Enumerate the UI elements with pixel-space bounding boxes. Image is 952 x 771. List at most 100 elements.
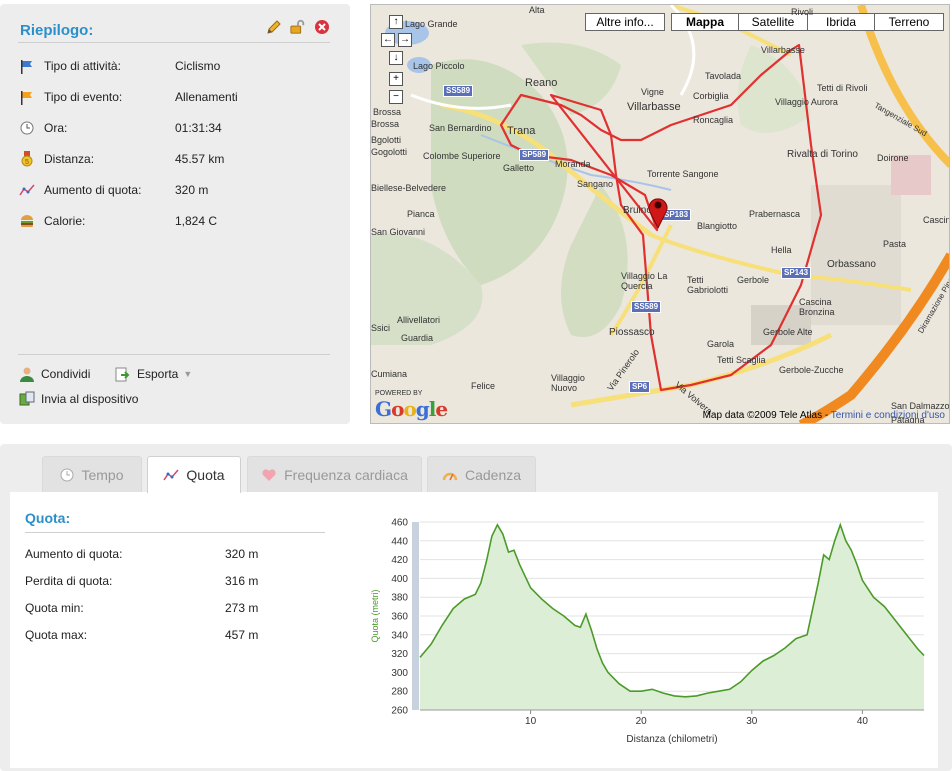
map-place-label: Alta — [529, 5, 545, 15]
share-user-icon — [18, 366, 36, 382]
quota-row-min: Quota min: 273 m — [25, 601, 325, 615]
stat-calories: Calorie: 1,824 C — [18, 211, 338, 231]
heart-icon — [261, 468, 277, 482]
elevation-chart[interactable]: 260 280 300 320 340 360 380 400 420 440 460 10 20 30 4… — [362, 514, 932, 759]
pan-left-button[interactable]: ← — [381, 33, 395, 47]
map-place-label: Sangano — [577, 179, 614, 189]
y-tick-label: 360 — [391, 612, 408, 623]
tab-cadence[interactable]: Cadenza — [427, 456, 536, 492]
map-type-terrain[interactable]: Terreno — [874, 13, 944, 31]
actions-divider — [18, 354, 330, 355]
delete-icon[interactable] — [314, 19, 330, 35]
elevation-line — [419, 522, 925, 698]
y-axis-strip — [412, 522, 419, 710]
map-place-label: Gogolotti — [371, 147, 408, 157]
quota-title: Quota: — [25, 510, 71, 526]
export-button[interactable]: Esporta ▼ — [114, 366, 192, 382]
quota-label: Quota min: — [25, 601, 84, 615]
quota-divider — [25, 532, 325, 533]
summary-title: Riepilogo: — [20, 22, 94, 39]
map-place-label: Tetti Scaglia — [717, 355, 766, 365]
map-type-hybrid[interactable]: Ibrida — [807, 13, 875, 31]
map-place-label: Brossa — [371, 119, 400, 129]
map-place-label: Piossasco — [609, 327, 655, 338]
route-map[interactable]: ↑ ← → ↓ + − Altre info... Mappa Satellit… — [370, 4, 950, 424]
map-place-label: Villaggio Nuovo — [551, 373, 585, 393]
elevation-icon — [163, 468, 179, 482]
summary-divider — [18, 42, 330, 43]
map-place-label: Trana — [507, 125, 536, 137]
stat-event-type: Tipo di evento: Allenamenti — [18, 87, 338, 107]
map-type-more-info[interactable]: Altre info... — [585, 13, 665, 31]
map-place-label: Cumiana — [371, 369, 408, 379]
stat-value: 01:31:34 — [175, 121, 222, 135]
export-label: Esporta — [137, 367, 179, 381]
map-place-label: Blangiotto — [697, 221, 738, 231]
zoom-out-button[interactable]: − — [389, 90, 403, 104]
map-place-label: Cascina — [923, 215, 949, 225]
quota-row-max: Quota max: 457 m — [25, 628, 325, 642]
map-place-label: Pasta — [883, 239, 907, 249]
map-place-label: Orbassano — [827, 259, 876, 270]
map-pin-marker[interactable] — [647, 195, 669, 232]
zoom-in-button[interactable]: + — [389, 72, 403, 86]
map-place-label: San Bernardino — [429, 123, 492, 133]
tab-tempo[interactable]: Tempo — [42, 456, 142, 492]
quota-value: 320 m — [225, 547, 259, 561]
edit-pencil-icon[interactable] — [266, 19, 282, 35]
map-place-label: Gerbole — [737, 275, 770, 285]
map-place-label: Lago Piccolo — [413, 61, 465, 71]
charts-section: Tempo Quota Frequenza cardiaca Cadenza Q… — [0, 444, 952, 771]
send-to-device-button[interactable]: Invia al dispositivo — [18, 391, 138, 407]
medal-icon: 5 — [18, 151, 36, 167]
road-shield: SS589 — [631, 301, 662, 313]
burger-icon — [18, 213, 36, 229]
map-place-label: Doirone — [877, 153, 909, 163]
map-place-label: Brossa — [373, 107, 402, 117]
quota-label: Aumento di quota: — [25, 547, 123, 561]
quota-row-loss: Perdita di quota: 316 m — [25, 574, 325, 588]
map-place-label: Felice — [471, 381, 496, 391]
tab-heart-rate[interactable]: Frequenza cardiaca — [247, 456, 422, 492]
pan-up-button[interactable]: ↑ — [389, 15, 403, 29]
map-place-label: Biellese-Belvedere — [371, 183, 447, 193]
google-branding[interactable]: POWERED BY Google — [375, 390, 448, 421]
pan-down-button[interactable]: ↓ — [389, 51, 403, 65]
quota-label: Quota max: — [25, 628, 88, 642]
elevation-icon — [18, 182, 36, 198]
share-button[interactable]: Condividi — [18, 366, 90, 382]
map-type-map[interactable]: Mappa — [671, 13, 739, 31]
y-tick-label: 400 — [391, 574, 408, 585]
road-shield: SS589 — [443, 85, 474, 97]
y-tick-label: 280 — [391, 687, 408, 698]
quota-panel: Quota: Aumento di quota: 320 m Perdita d… — [10, 492, 938, 768]
quota-value: 457 m — [225, 628, 259, 642]
tab-quota[interactable]: Quota — [147, 456, 241, 493]
y-tick-label: 380 — [391, 593, 408, 604]
quota-value: 316 m — [225, 574, 259, 588]
map-place-label: Roncaglia — [693, 115, 734, 125]
terms-link[interactable]: Termini e condizioni d'uso — [830, 410, 945, 421]
map-place-label: Rivoli — [791, 7, 814, 17]
send-label: Invia al dispositivo — [41, 392, 139, 406]
tab-label: Frequenza cardiaca — [284, 466, 408, 483]
map-place-label: Reano — [525, 77, 558, 89]
map-place-label: Corbiglia — [693, 91, 729, 101]
stat-label: Ora: — [44, 121, 68, 135]
map-place-label: Ssici — [371, 323, 391, 333]
chevron-down-icon: ▼ — [183, 369, 193, 379]
cadence-icon — [442, 469, 458, 481]
unlock-icon[interactable] — [290, 19, 306, 35]
stat-value: Ciclismo — [175, 59, 221, 73]
map-place-label: San Giovanni — [371, 227, 426, 237]
share-label: Condividi — [41, 367, 91, 381]
send-device-icon — [18, 391, 36, 407]
pan-right-button[interactable]: → — [398, 33, 412, 47]
quota-label: Perdita di quota: — [25, 574, 113, 588]
google-logo: Google — [375, 397, 448, 421]
stat-value: 1,824 C — [175, 214, 218, 228]
flag-orange-icon — [18, 89, 36, 105]
x-tick-label: 20 — [636, 716, 648, 727]
quota-row-gain: Aumento di quota: 320 m — [25, 547, 325, 561]
stat-label: Distanza: — [44, 152, 95, 166]
